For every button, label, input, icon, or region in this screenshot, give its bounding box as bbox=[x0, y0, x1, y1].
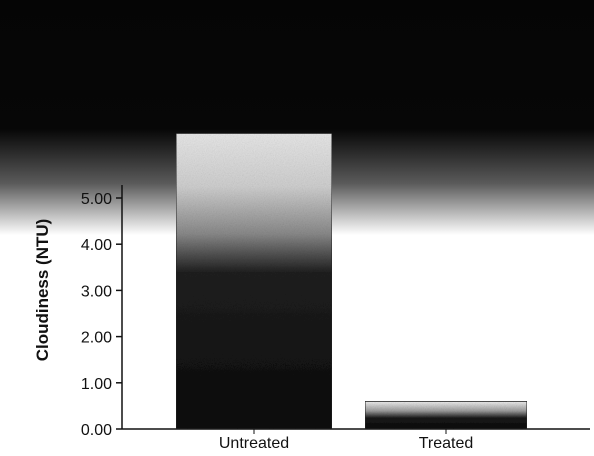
y-tick-label: 5.00 bbox=[81, 191, 112, 208]
bar-treated bbox=[364, 400, 528, 430]
y-axis-title: Cloudiness (NTU) bbox=[33, 219, 52, 362]
x-category-label: Untreated bbox=[219, 435, 289, 452]
y-tick-label: 4.00 bbox=[81, 237, 112, 254]
y-axis-ticks: 0.00 1.00 2.00 3.00 4.00 5.00 bbox=[81, 191, 122, 439]
y-tick-label: 1.00 bbox=[81, 376, 112, 393]
y-tick-label: 3.00 bbox=[81, 283, 112, 300]
x-category-label: Treated bbox=[419, 435, 474, 452]
x-axis-labels: Untreated Treated bbox=[219, 429, 473, 452]
y-tick-label: 0.00 bbox=[81, 422, 112, 439]
y-tick-label: 2.00 bbox=[81, 330, 112, 347]
bar-untreated bbox=[175, 132, 333, 430]
bars bbox=[175, 132, 528, 430]
